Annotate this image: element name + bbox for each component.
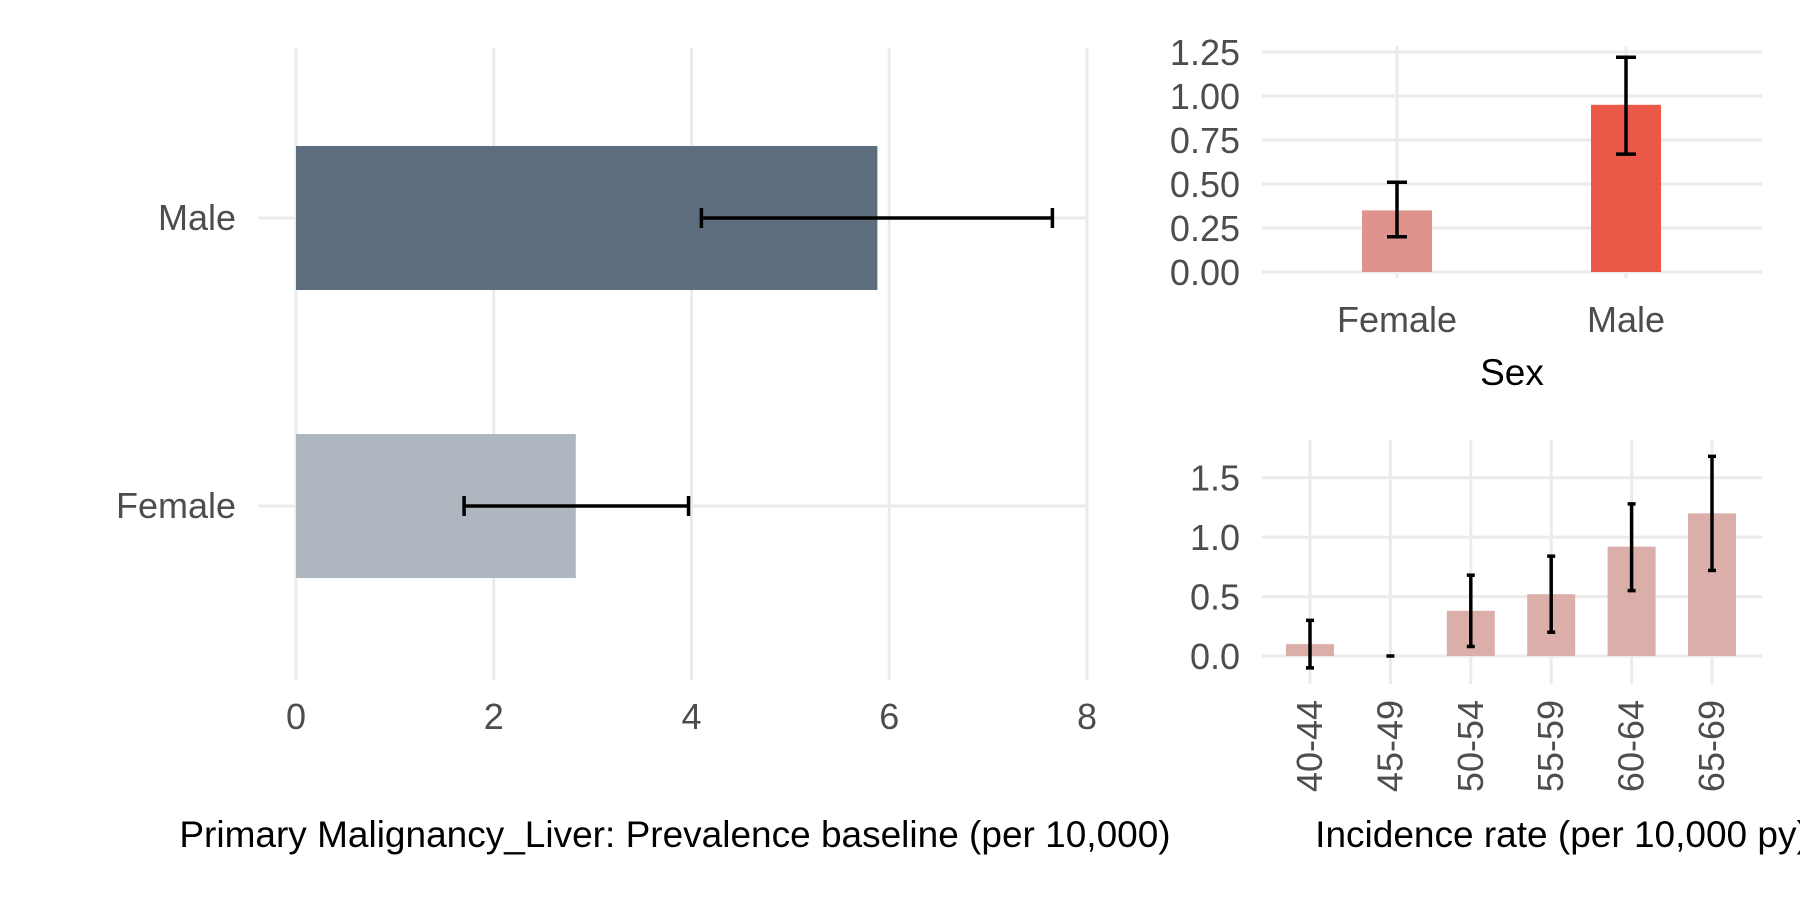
- y-tick-label: 0.25: [1170, 208, 1240, 249]
- incidence-axis-title: Incidence rate (per 10,000 py): [1315, 814, 1800, 855]
- y-tick-label: 0.75: [1170, 120, 1240, 161]
- y-tick-label: 1.00: [1170, 76, 1240, 117]
- x-tick-label-female: Female: [1337, 299, 1457, 340]
- prevalence-axis-title: Primary Malignancy_Liver: Prevalence bas…: [179, 814, 1170, 855]
- x-tick-label: 6: [879, 696, 899, 737]
- sex-axis-title: Sex: [1480, 352, 1544, 393]
- y-tick-label: 0.00: [1170, 252, 1240, 293]
- x-tick-label-50-54: 50-54: [1450, 700, 1491, 792]
- x-tick-label-60-64: 60-64: [1611, 700, 1652, 792]
- x-tick-label: 0: [286, 696, 306, 737]
- x-tick-label-45-49: 45-49: [1369, 700, 1410, 792]
- y-tick-label: 0.0: [1190, 636, 1240, 677]
- x-tick-label-65-69: 65-69: [1691, 700, 1732, 792]
- x-tick-label-55-59: 55-59: [1530, 700, 1571, 792]
- incidence-by-age-chart: 0.0 0.5 1.0 1.5 40-44 45-49 50-54 55-59 60-64 65-…: [1190, 440, 1762, 792]
- y-tick-label: 1.25: [1170, 32, 1240, 73]
- y-tick-label: 0.5: [1190, 577, 1240, 618]
- x-tick-label: 2: [484, 696, 504, 737]
- x-tick-label: 4: [681, 696, 701, 737]
- y-tick-label: 0.50: [1170, 164, 1240, 205]
- x-tick-label-40-44: 40-44: [1289, 700, 1330, 792]
- incidence-by-sex-chart: 0.000.250.500.751.001.25 Female Male: [1170, 32, 1762, 340]
- prevalence-bar-chart: 0 2 4 6 8 Male Female: [116, 48, 1097, 737]
- y-tick-label-female: Female: [116, 485, 236, 526]
- x-tick-label-male: Male: [1587, 299, 1665, 340]
- y-tick-label-male: Male: [158, 197, 236, 238]
- y-tick-label: 1.5: [1190, 458, 1240, 499]
- x-tick-label: 8: [1077, 696, 1097, 737]
- y-tick-label: 1.0: [1190, 517, 1240, 558]
